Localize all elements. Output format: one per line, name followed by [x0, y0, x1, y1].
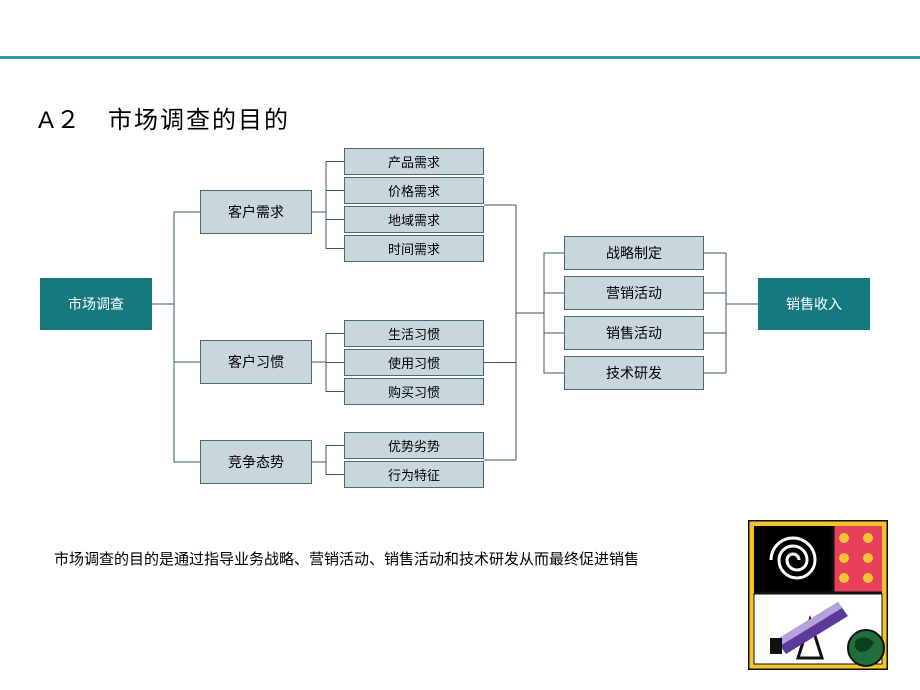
node-detail-2-0: 优势劣势: [344, 432, 484, 459]
node-detail-1-0: 生活习惯: [344, 320, 484, 347]
node-outcome-1: 营销活动: [564, 276, 704, 310]
decorative-illustration: [748, 520, 888, 670]
node-outcome-3: 技术研发: [564, 356, 704, 390]
node-detail-0-3: 时间需求: [344, 235, 484, 262]
top-divider: [0, 56, 920, 59]
node-mid-1: 客户习惯: [200, 340, 312, 384]
node-mid-2: 竞争态势: [200, 440, 312, 484]
node-detail-2-1: 行为特征: [344, 461, 484, 488]
node-start: 市场调查: [40, 278, 152, 330]
node-mid-0: 客户需求: [200, 190, 312, 234]
node-detail-1-1: 使用习惯: [344, 349, 484, 376]
node-detail-0-1: 价格需求: [344, 177, 484, 204]
node-outcome-0: 战略制定: [564, 236, 704, 270]
node-detail-0-0: 产品需求: [344, 148, 484, 175]
node-outcome-2: 销售活动: [564, 316, 704, 350]
node-detail-1-2: 购买习惯: [344, 378, 484, 405]
node-detail-0-2: 地域需求: [344, 206, 484, 233]
node-end: 销售收入: [758, 278, 870, 330]
page-title: A２ 市场调查的目的: [38, 100, 290, 135]
footer-caption: 市场调查的目的是通过指导业务战略、营销活动、销售活动和技术研发从而最终促进销售: [54, 548, 639, 569]
